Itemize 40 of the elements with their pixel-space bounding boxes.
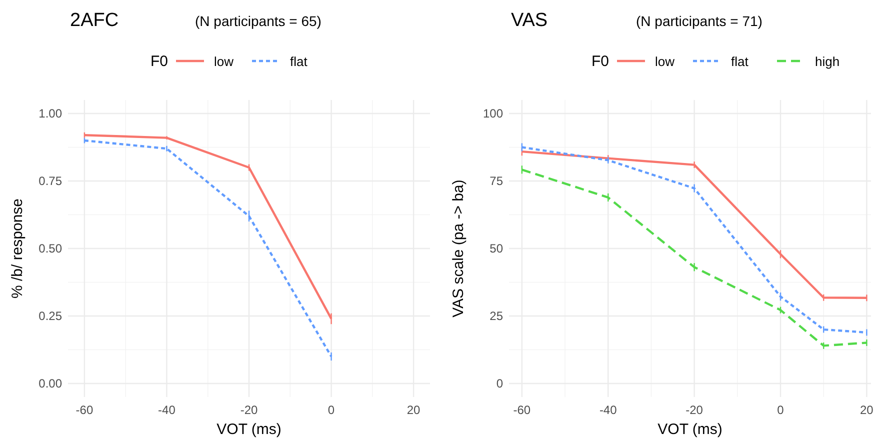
line-series <box>83 134 332 320</box>
x-tick-label: 0 <box>777 403 784 417</box>
x-tick-label: 0 <box>328 403 335 417</box>
chart-title: VAS <box>511 10 548 31</box>
x-tick-label: -40 <box>158 403 176 417</box>
line-series <box>83 139 332 358</box>
x-axis-title: VOT (ms) <box>216 421 282 438</box>
x-axis-title: VOT (ms) <box>658 421 722 438</box>
x-tick-label: -60 <box>76 403 94 417</box>
x-tick-label: 20 <box>406 403 421 417</box>
line-series <box>520 168 868 347</box>
x-tick-label: -40 <box>599 403 618 417</box>
legend-title: F0 <box>150 53 168 70</box>
chart-title: 2AFC <box>70 10 119 31</box>
y-tick-label: 0 <box>496 376 504 390</box>
legend-label: flat <box>731 54 749 69</box>
legend-label: low <box>655 54 676 69</box>
legend-label: low <box>214 54 234 69</box>
x-tick-label: -60 <box>513 403 531 417</box>
y-tick-label: 0.25 <box>38 309 62 323</box>
y-tick-label: 25 <box>490 309 504 323</box>
legend-label: flat <box>290 54 308 69</box>
y-tick-label: 0.50 <box>38 242 62 256</box>
line-series <box>520 146 868 334</box>
line-series <box>520 150 868 300</box>
x-tick-label: -20 <box>240 403 258 417</box>
y-tick-label: 0.00 <box>38 376 62 390</box>
y-axis-title: VAS scale (pa -> ba) <box>450 180 467 318</box>
x-tick-label: -20 <box>686 403 704 417</box>
y-tick-label: 100 <box>482 106 504 120</box>
y-tick-label: 50 <box>490 242 504 256</box>
chart-subtitle: (N participants = 65) <box>195 13 322 29</box>
y-axis-title: % /b/ response <box>9 198 26 299</box>
y-tick-label: 0.75 <box>38 174 62 188</box>
x-tick-label: 20 <box>860 403 874 417</box>
legend-title: F0 <box>591 53 609 70</box>
y-tick-label: 75 <box>490 174 504 188</box>
legend-label: high <box>815 54 840 69</box>
chart-subtitle: (N participants = 71) <box>636 13 762 29</box>
y-tick-label: 1.00 <box>38 106 62 120</box>
